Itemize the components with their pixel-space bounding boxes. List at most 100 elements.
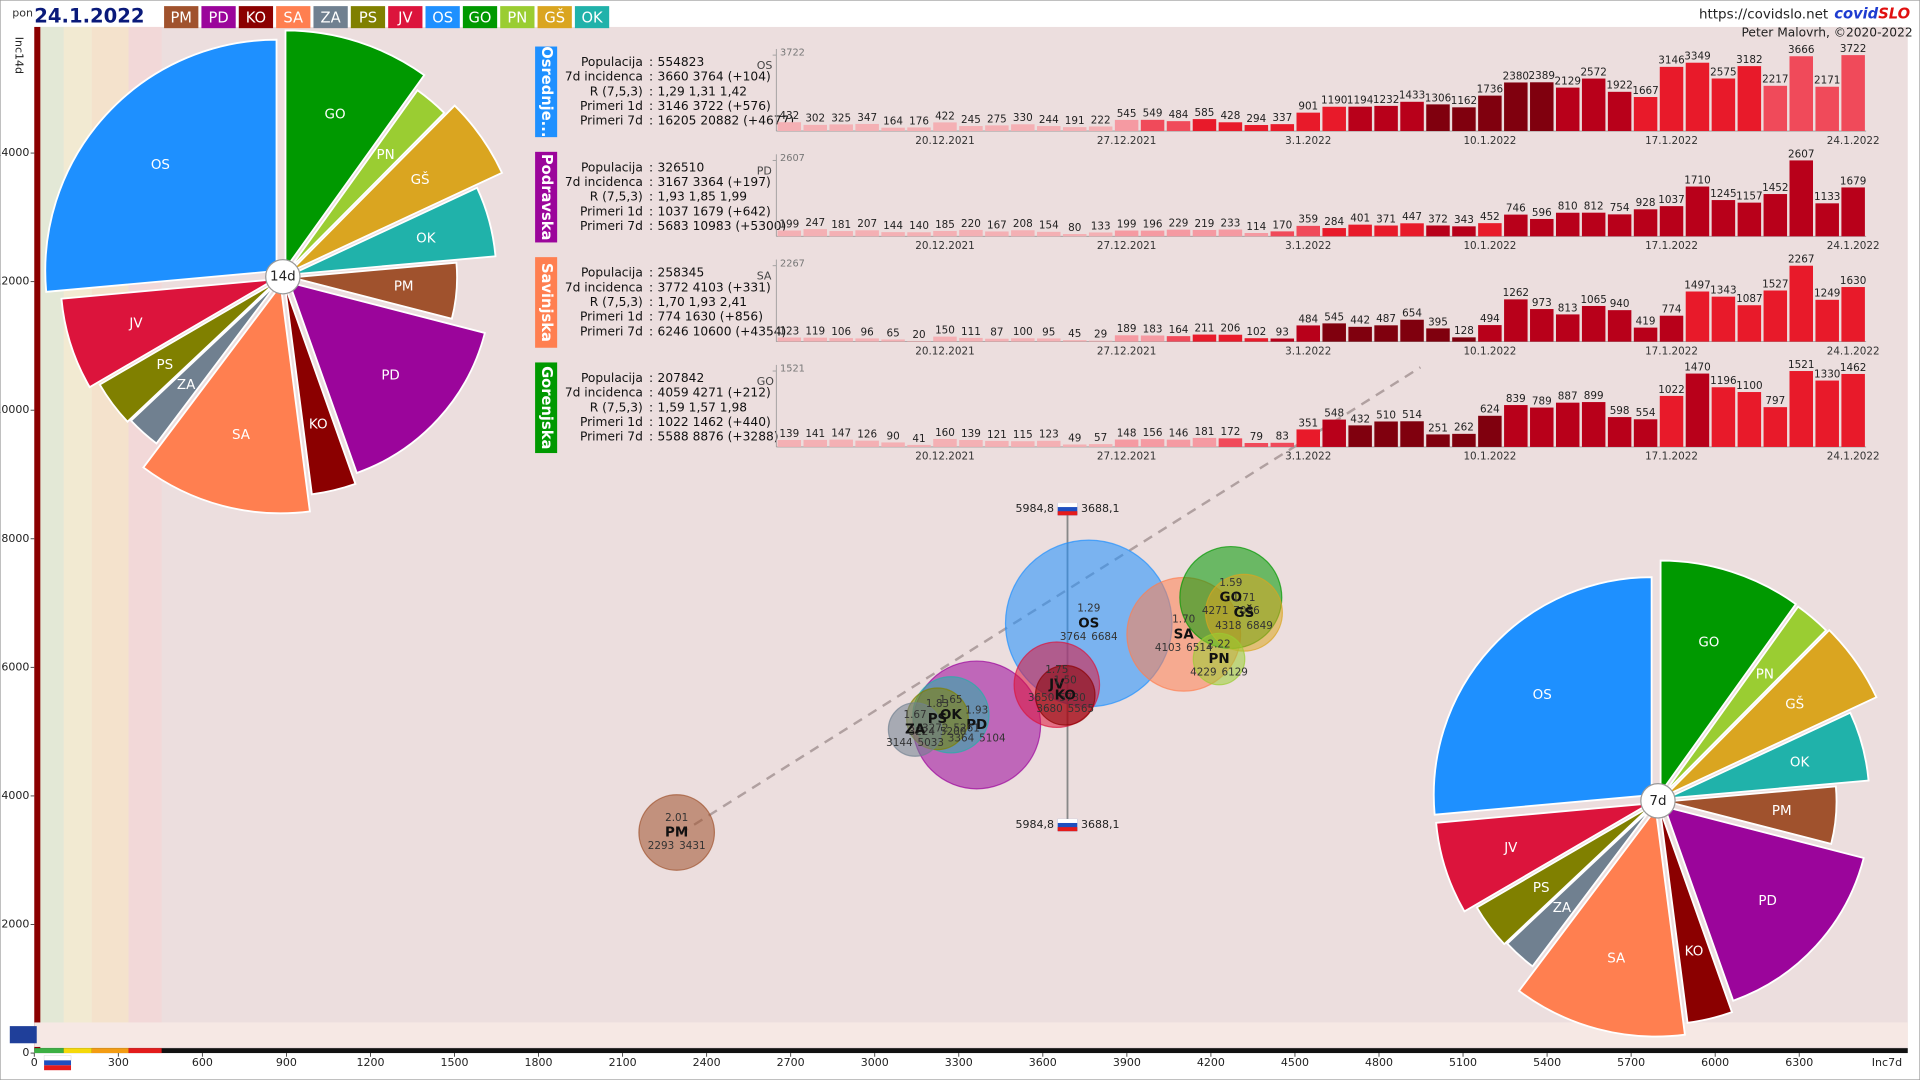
info-value: 1,70 1,93 2,41 bbox=[658, 295, 748, 309]
info-separator: : bbox=[649, 84, 653, 98]
x-tick-label: 27.12.2021 bbox=[1097, 240, 1157, 252]
region-button-label[interactable]: JV bbox=[397, 9, 412, 26]
bar-value-label: 1330 bbox=[1814, 368, 1840, 380]
bar bbox=[777, 440, 802, 447]
bar-value-label: 233 bbox=[1220, 217, 1240, 229]
slice-label: PN bbox=[1756, 667, 1774, 682]
flag bbox=[1057, 818, 1078, 823]
bar-value-label: 1249 bbox=[1814, 288, 1840, 300]
x-tick-label: 0 bbox=[31, 1056, 38, 1069]
bar-value-label: 41 bbox=[912, 433, 925, 445]
x-tick-label: 2400 bbox=[693, 1056, 721, 1069]
region-button-label[interactable]: KO bbox=[246, 9, 266, 26]
x-tick-label: 17.1.2022 bbox=[1645, 240, 1698, 252]
bar-value-label: 45 bbox=[1068, 328, 1081, 340]
bar bbox=[1789, 265, 1814, 342]
region-button[interactable] bbox=[500, 6, 535, 29]
bubble-x-value: 3680 bbox=[1036, 703, 1062, 715]
region-button-label[interactable]: PS bbox=[359, 9, 377, 26]
bar-value-label: 3182 bbox=[1736, 54, 1762, 66]
bar-value-label: 121 bbox=[987, 429, 1007, 441]
flag bbox=[1057, 827, 1078, 832]
bubble bbox=[638, 794, 716, 871]
bar-value-label: 1133 bbox=[1814, 191, 1840, 203]
bar-value-label: 154 bbox=[1039, 220, 1059, 232]
region-button[interactable] bbox=[238, 6, 274, 29]
bubble-values: 3764 6684 bbox=[1060, 631, 1118, 643]
bar bbox=[959, 126, 983, 132]
bar bbox=[1037, 126, 1061, 132]
bar bbox=[1348, 224, 1372, 237]
bar bbox=[1322, 323, 1346, 342]
bar bbox=[1555, 314, 1580, 342]
x-tick-label: 6300 bbox=[1785, 1056, 1813, 1069]
bar-value-label: 746 bbox=[1506, 202, 1526, 214]
region-button[interactable] bbox=[350, 6, 386, 29]
region-button-label[interactable]: PD bbox=[208, 9, 228, 26]
bar-value-label: 144 bbox=[883, 220, 903, 232]
pie-slice bbox=[291, 261, 458, 320]
bar-value-label: 1037 bbox=[1658, 194, 1684, 206]
bar-value-label: 1710 bbox=[1684, 174, 1710, 186]
region-button[interactable] bbox=[574, 6, 610, 29]
bar-value-label: 1087 bbox=[1736, 293, 1762, 305]
region-button[interactable] bbox=[201, 6, 236, 29]
bar-value-label: 337 bbox=[1272, 112, 1292, 124]
bar bbox=[1478, 223, 1502, 237]
region-button-label[interactable]: GO bbox=[469, 9, 492, 26]
x-tick-label: 10.1.2022 bbox=[1463, 345, 1516, 357]
pie-slice bbox=[1475, 805, 1652, 946]
region-button[interactable] bbox=[537, 6, 572, 29]
bar-value-label: 484 bbox=[1298, 313, 1318, 325]
pie-slice bbox=[1432, 576, 1653, 816]
bar bbox=[803, 229, 827, 237]
bar bbox=[907, 127, 931, 132]
y-tick-label: 2000 bbox=[1, 917, 29, 930]
pie-slice bbox=[290, 186, 497, 276]
bar-value-label: 812 bbox=[1584, 201, 1604, 213]
bar bbox=[1400, 223, 1424, 237]
region-button-label[interactable]: GŠ bbox=[544, 8, 565, 26]
region-button-label[interactable]: SA bbox=[283, 9, 303, 26]
bar-value-label: 1433 bbox=[1399, 90, 1425, 102]
bar-value-label: 1630 bbox=[1840, 275, 1866, 287]
y-tick-label: 2267 bbox=[780, 258, 805, 269]
bar-value-label: 150 bbox=[935, 324, 955, 336]
bar-value-label: 183 bbox=[1143, 323, 1163, 335]
bar bbox=[1581, 78, 1606, 132]
bubble-y-value: 5261 bbox=[953, 722, 979, 734]
bar-value-label: 2380 bbox=[1503, 70, 1529, 82]
url[interactable]: https://covidslo.net bbox=[1699, 8, 1828, 23]
bar-value-label: 428 bbox=[1220, 110, 1240, 122]
bar bbox=[933, 336, 957, 342]
bar-value-label: 123 bbox=[1039, 429, 1059, 441]
bar-value-label: 208 bbox=[1013, 218, 1033, 230]
region-button[interactable] bbox=[164, 6, 199, 29]
region-button-label[interactable]: PM bbox=[170, 9, 192, 26]
bar bbox=[1270, 231, 1295, 237]
bar bbox=[1426, 225, 1450, 237]
region-button-label[interactable]: ZA bbox=[321, 9, 341, 26]
info-value: 258345 bbox=[658, 266, 705, 280]
bar bbox=[1166, 336, 1191, 342]
bar-value-label: 1343 bbox=[1710, 285, 1736, 297]
info-separator: : bbox=[649, 114, 653, 128]
region-button[interactable] bbox=[276, 6, 311, 29]
y-tick-label: 8000 bbox=[1, 532, 29, 545]
region-button[interactable] bbox=[313, 6, 348, 29]
bar-value-label: 789 bbox=[1532, 395, 1552, 407]
region-button-label[interactable]: OK bbox=[581, 9, 603, 26]
bar-value-label: 126 bbox=[857, 429, 877, 441]
bar bbox=[985, 440, 1009, 447]
bar bbox=[881, 127, 905, 132]
region-button[interactable] bbox=[425, 6, 460, 29]
region-button-label[interactable]: PN bbox=[507, 9, 527, 26]
region-button-label[interactable]: OS bbox=[432, 9, 453, 26]
bar bbox=[1166, 121, 1191, 132]
bar bbox=[881, 339, 905, 342]
region-button[interactable] bbox=[462, 6, 498, 29]
region-button[interactable] bbox=[388, 6, 423, 29]
info-separator: : bbox=[649, 219, 653, 233]
date: 24.1.2022 bbox=[34, 5, 144, 28]
